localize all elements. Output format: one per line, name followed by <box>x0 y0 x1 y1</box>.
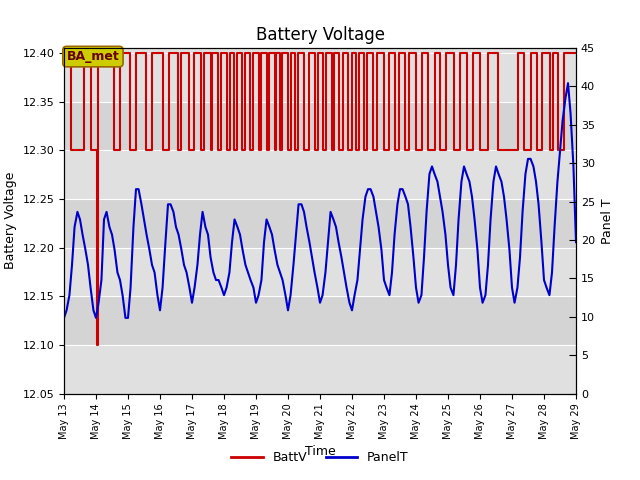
Legend: BattV, PanelT: BattV, PanelT <box>227 446 413 469</box>
Bar <box>64 296 576 345</box>
Title: Battery Voltage: Battery Voltage <box>255 25 385 44</box>
Y-axis label: Battery Voltage: Battery Voltage <box>4 172 17 269</box>
Bar <box>64 199 576 248</box>
Y-axis label: Panel T: Panel T <box>600 198 614 244</box>
X-axis label: Time: Time <box>305 445 335 458</box>
Bar <box>64 102 576 150</box>
Text: BA_met: BA_met <box>67 50 119 63</box>
